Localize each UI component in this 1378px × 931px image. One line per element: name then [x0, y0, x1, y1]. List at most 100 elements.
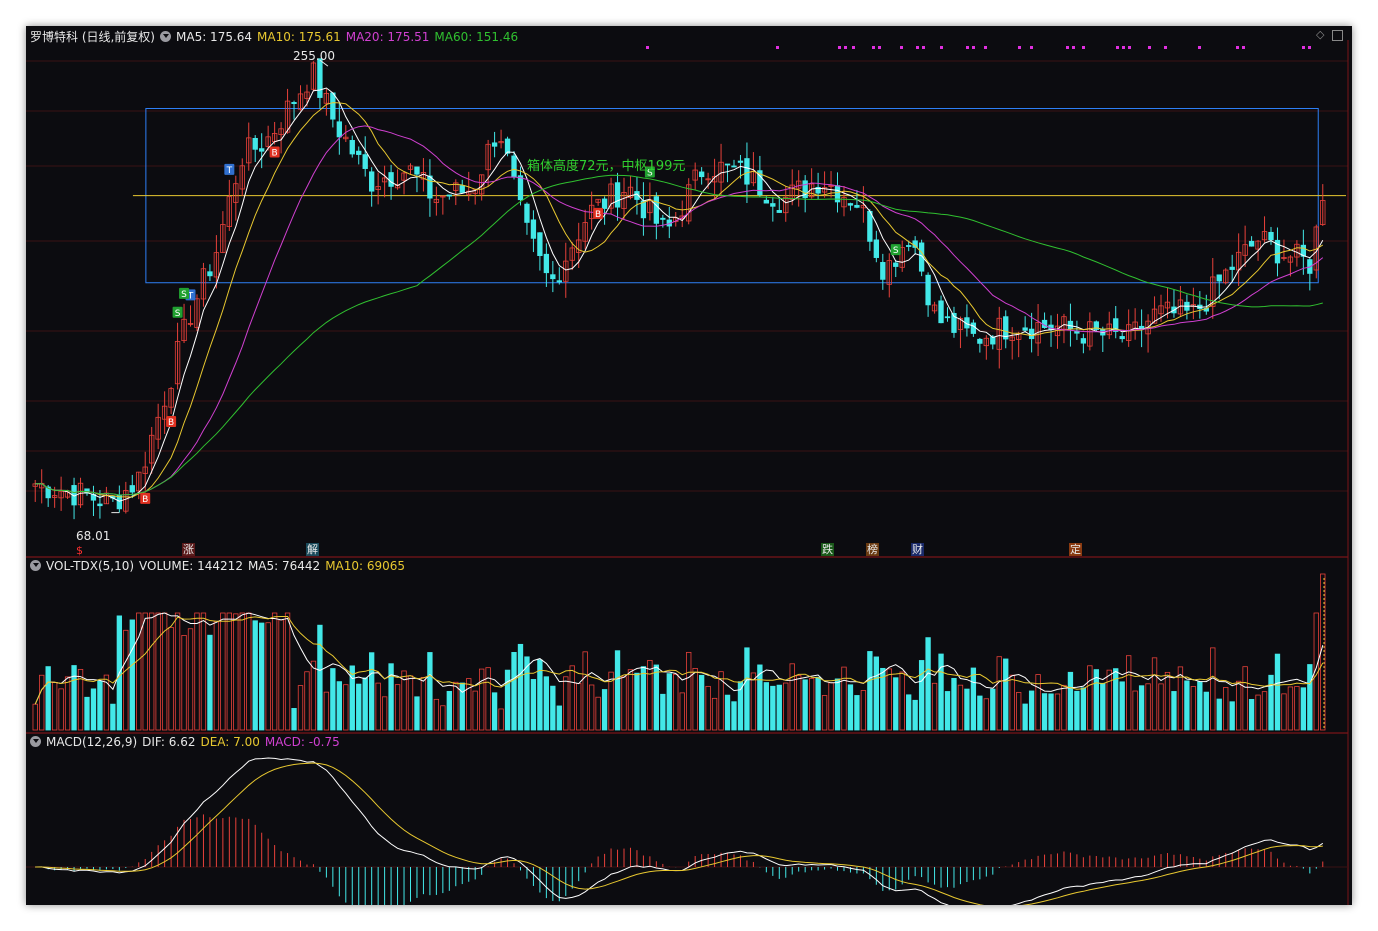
volume-bar	[1248, 699, 1255, 731]
candle-body	[161, 405, 168, 420]
restore-icon[interactable]	[1332, 30, 1343, 41]
candle-body	[1320, 200, 1326, 226]
candle-body	[485, 143, 491, 171]
candle-body	[142, 466, 148, 474]
candle-body	[1126, 324, 1132, 341]
volume-bar	[310, 660, 317, 731]
volume-bar	[1022, 703, 1028, 731]
candle-body	[362, 154, 368, 169]
candle-body	[1255, 240, 1261, 250]
candle-body	[660, 217, 666, 220]
volume-bar	[97, 680, 103, 731]
event-marker[interactable]: 榜	[866, 543, 879, 556]
volume-bar	[731, 701, 737, 731]
volume-bar	[71, 665, 77, 731]
signal-label: B	[168, 418, 174, 428]
volume-bar	[821, 695, 828, 731]
price-pane-grid	[26, 60, 1348, 492]
volume-bar	[1158, 683, 1164, 731]
signal-dot	[1308, 46, 1311, 49]
volume-bar	[925, 637, 931, 731]
candle-body	[524, 203, 530, 223]
macd-dropdown-icon[interactable]	[30, 736, 41, 747]
candle-body	[815, 186, 821, 194]
candle-body	[556, 280, 562, 283]
volume-bar	[524, 656, 530, 731]
volume-bar	[239, 612, 245, 731]
event-marker[interactable]: 财	[911, 543, 924, 556]
candle-body	[737, 160, 744, 163]
candle-body	[336, 121, 342, 138]
candle-body	[796, 180, 802, 189]
volume-bar	[1268, 674, 1274, 731]
candle-body	[692, 169, 698, 181]
volume-bar	[129, 619, 135, 731]
candle-body	[1210, 276, 1216, 307]
volume-bar	[977, 695, 983, 731]
candle-body	[996, 317, 1002, 350]
candle-body	[440, 195, 446, 198]
candle-body	[576, 239, 582, 253]
volume-bar	[576, 683, 582, 731]
candle-body	[155, 416, 161, 440]
volume-bar	[1087, 665, 1093, 731]
ma60-line	[35, 174, 1323, 496]
volume-bar	[912, 699, 918, 731]
candle-body	[149, 434, 155, 464]
volume-bar	[1054, 693, 1061, 731]
volume-bar	[375, 682, 381, 731]
signal-dot	[878, 46, 881, 49]
diamond-icon[interactable]: ◇	[1316, 28, 1325, 41]
volume-bar	[472, 690, 478, 731]
candle-body	[569, 247, 575, 261]
event-marker[interactable]: 涨	[182, 543, 195, 556]
volume-bar	[388, 663, 394, 731]
event-marker[interactable]: 跌	[821, 543, 834, 556]
volume-bar	[990, 688, 996, 731]
candle-body	[1300, 244, 1307, 257]
candle-body	[58, 490, 64, 499]
volume-bar	[931, 682, 938, 731]
signal-dot	[844, 46, 847, 49]
volume-bar	[356, 683, 362, 731]
event-marker[interactable]: $	[76, 544, 83, 557]
event-marker[interactable]: 解	[306, 543, 319, 556]
signal-badge	[179, 287, 190, 299]
candle-body	[621, 192, 627, 209]
volume-bar	[569, 665, 575, 731]
high-arrow	[319, 59, 329, 67]
volume-bar	[168, 627, 174, 731]
candle-body	[698, 171, 705, 178]
volume-bar	[847, 684, 854, 731]
volume-bar	[427, 652, 433, 731]
candle-body	[724, 163, 731, 166]
volume-bar	[634, 672, 640, 731]
candle-body	[226, 196, 232, 227]
price-header: 罗博特科 (日线,前复权) MA5: 175.64 MA10: 175.61 MA20…	[30, 30, 523, 44]
candle-body	[886, 260, 892, 285]
volume-bar	[1113, 668, 1119, 731]
volume-bar	[213, 620, 220, 731]
volume-bar	[226, 612, 232, 731]
candle-body	[1022, 327, 1028, 331]
candle-body	[543, 253, 550, 274]
volume-bar	[401, 670, 407, 731]
volume-dropdown-icon[interactable]	[30, 560, 41, 571]
candle-body	[233, 183, 239, 203]
candle-body	[893, 262, 899, 267]
dropdown-icon[interactable]	[160, 31, 171, 42]
volume-bar	[705, 685, 711, 731]
candle-body	[517, 175, 524, 201]
candle-body	[479, 174, 485, 195]
candle-body	[291, 102, 297, 105]
volume-bar	[291, 708, 297, 731]
event-marker[interactable]: 定	[1069, 543, 1082, 556]
candle-body	[550, 274, 556, 280]
volume-bar	[200, 612, 207, 731]
candle-body	[278, 128, 284, 135]
volume-bar	[511, 651, 517, 731]
candle-body	[867, 210, 873, 242]
volume-bar	[737, 681, 744, 731]
volume-bar	[1041, 693, 1048, 731]
